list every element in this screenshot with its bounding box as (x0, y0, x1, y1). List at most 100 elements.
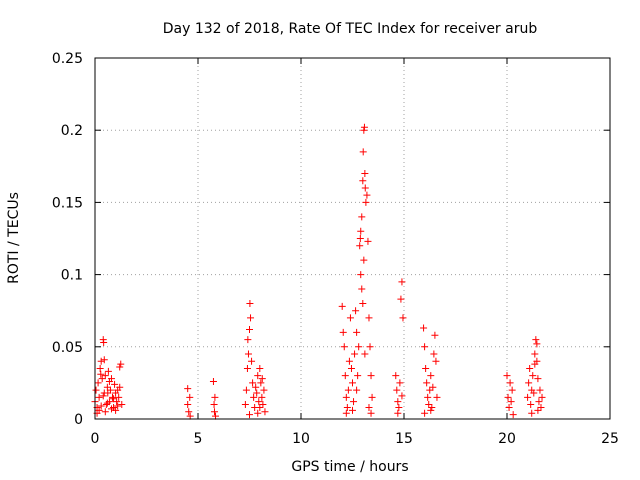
data-point (421, 343, 429, 351)
data-point (118, 401, 126, 409)
data-point (209, 377, 217, 385)
data-point (102, 401, 110, 409)
data-point (366, 343, 374, 351)
data-point (256, 403, 264, 411)
data-point (358, 285, 366, 293)
data-point (420, 324, 428, 332)
x-tick-label: 10 (292, 431, 310, 447)
y-tick-label: 0.05 (52, 340, 83, 356)
data-point (246, 411, 253, 419)
data-point (393, 386, 401, 394)
data-point (101, 372, 109, 380)
data-point (184, 401, 192, 409)
data-point (241, 401, 249, 409)
data-point (346, 314, 354, 322)
data-point (526, 364, 534, 372)
data-point (98, 375, 106, 383)
data-point (368, 393, 376, 401)
data-point (353, 386, 361, 394)
data-point (261, 408, 269, 416)
data-point (246, 299, 254, 307)
data-point (507, 398, 515, 406)
data-point (360, 126, 368, 134)
data-point (111, 380, 119, 388)
data-point (113, 398, 121, 406)
data-point (104, 367, 112, 375)
data-point (361, 170, 369, 178)
data-point (530, 389, 538, 397)
data-point (532, 336, 540, 344)
data-point (397, 295, 405, 303)
x-axis-label: GPS time / hours (291, 459, 408, 475)
data-point (398, 278, 406, 286)
data-point (424, 393, 432, 401)
y-tick-label: 0.25 (52, 51, 83, 67)
data-point (392, 372, 400, 380)
data-point (537, 403, 545, 411)
data-point (509, 411, 517, 419)
data-point (533, 340, 541, 348)
data-point (211, 393, 219, 401)
data-point (258, 393, 266, 401)
y-tick-label: 0 (74, 412, 83, 428)
data-point (97, 357, 105, 365)
data-point (110, 395, 118, 403)
data-point (254, 409, 262, 417)
data-point (430, 350, 438, 358)
data-point (357, 227, 365, 235)
data-point (504, 393, 512, 401)
data-point (184, 385, 192, 393)
data-point (186, 412, 194, 420)
data-point (360, 256, 368, 264)
data-point (363, 191, 371, 199)
data-point (242, 386, 250, 394)
data-point (534, 406, 542, 414)
data-point (99, 392, 107, 400)
data-point (531, 360, 539, 368)
data-point (342, 409, 350, 417)
data-point (427, 372, 435, 380)
data-point (94, 379, 102, 387)
data-point (95, 393, 103, 401)
y-tick-label: 0.2 (61, 123, 83, 139)
data-point (534, 375, 542, 383)
data-point (244, 336, 252, 344)
data-point (103, 399, 111, 407)
data-point (356, 235, 364, 242)
data-point (97, 370, 105, 378)
data-point (351, 350, 359, 358)
data-point (426, 386, 434, 394)
data-point (117, 360, 125, 368)
data-point (354, 372, 362, 380)
data-point (350, 398, 358, 406)
data-point (243, 364, 251, 372)
data-point (352, 307, 360, 315)
data-point (365, 314, 373, 322)
x-tick-label: 0 (91, 431, 100, 447)
data-point (536, 386, 544, 394)
data-point (361, 184, 369, 192)
data-point (248, 357, 256, 365)
data-point (398, 392, 406, 400)
data-point (247, 314, 255, 322)
data-point (428, 403, 436, 411)
data-point (104, 389, 112, 397)
data-point (359, 148, 367, 156)
data-point (347, 364, 355, 372)
data-point (97, 402, 105, 410)
data-point (361, 350, 369, 358)
data-point (258, 375, 266, 383)
data-point (399, 314, 407, 322)
data-point (505, 403, 513, 411)
data-point (107, 405, 115, 413)
data-point (427, 406, 435, 414)
data-point (433, 393, 441, 401)
data-point (100, 356, 108, 364)
data-point (244, 350, 252, 358)
data-point (210, 408, 218, 416)
data-point (431, 331, 439, 339)
data-point (338, 302, 346, 310)
data-point (421, 409, 429, 417)
data-point (257, 379, 265, 387)
